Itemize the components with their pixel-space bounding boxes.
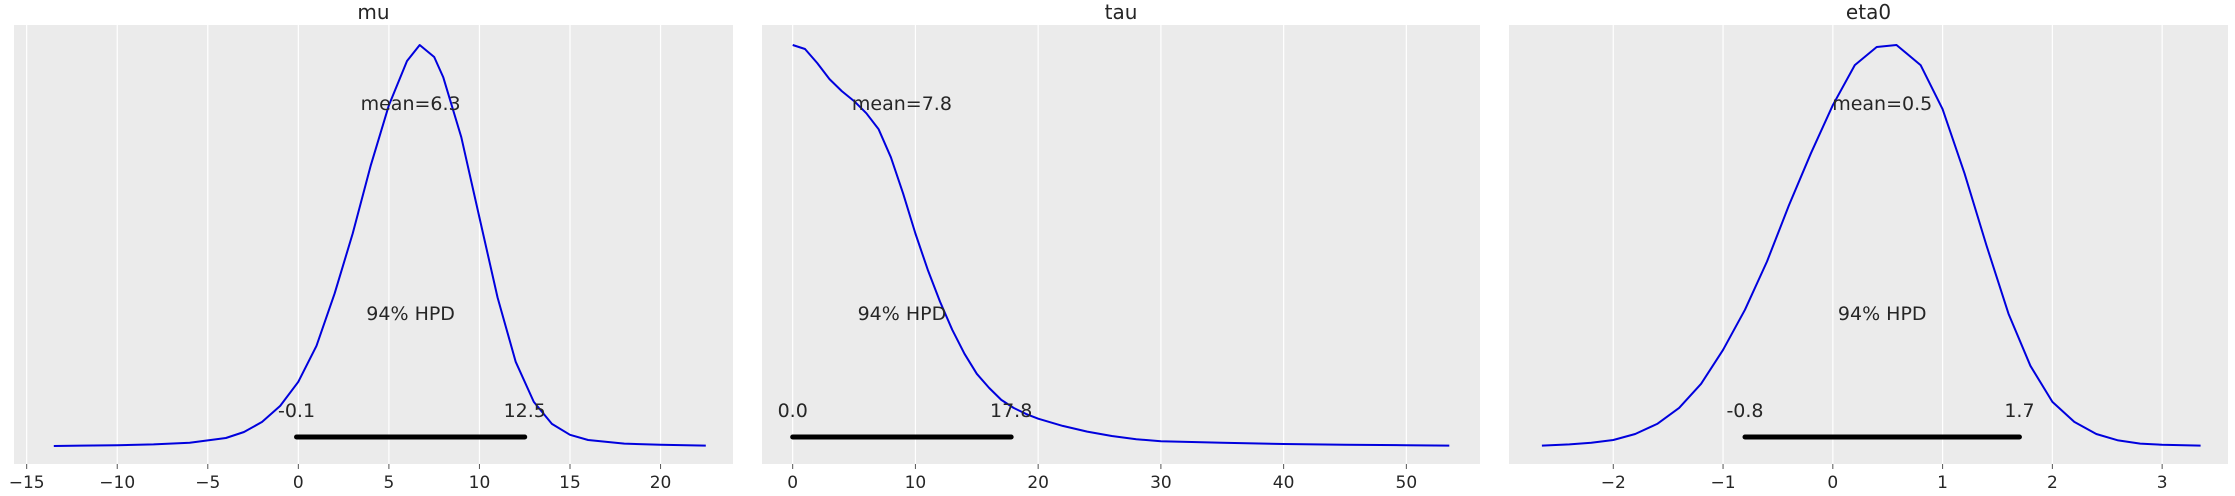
- hpd-label: 94% HPD: [366, 303, 455, 325]
- x-tick-label: 30: [1150, 473, 1172, 493]
- x-tick-label: 3: [2157, 473, 2168, 493]
- x-tick-label: 15: [559, 473, 581, 493]
- mean-label: mean=0.5: [1832, 93, 1932, 115]
- x-tick-label: 50: [1396, 473, 1418, 493]
- x-tick-label: 10: [905, 473, 927, 493]
- x-tick-label: −2: [1601, 473, 1626, 493]
- x-tick-label: 0: [293, 473, 304, 493]
- mean-label: mean=7.8: [852, 93, 952, 115]
- subplot-mu: −15 −10 −5 0 5 10 15 20 mu -0.1 12.5 94% HPD mean=6.…: [9, 0, 733, 493]
- x-tick-label: −5: [195, 473, 220, 493]
- subplot-tau: 0 10 20 30 40 50 tau 0.0 17.8 94% HPD mean=7.8: [762, 0, 1480, 493]
- density-line: [1541, 44, 2201, 447]
- x-tick-label: 1: [1937, 473, 1948, 493]
- hpd-low-label: -0.8: [1726, 400, 1763, 422]
- hpd-label: 94% HPD: [858, 303, 947, 325]
- density-line: [53, 44, 706, 447]
- plot-area-background: [762, 25, 1480, 464]
- x-tick-label: 5: [383, 473, 394, 493]
- hpd-high-label: 17.8: [990, 400, 1032, 422]
- subplot-title: eta0: [1846, 0, 1891, 24]
- subplot-eta0: −2 −1 0 1 2 3 eta0 -0.8 1.7 94% HPD mean=0.5: [1509, 0, 2228, 493]
- subplot-title: mu: [357, 0, 389, 24]
- plot-area-background: [14, 25, 733, 464]
- plot-area-background: [1509, 25, 2228, 464]
- density-line: [792, 44, 1450, 447]
- hpd-low-label: -0.1: [278, 400, 315, 422]
- x-tick-label: −15: [9, 473, 45, 493]
- mean-label: mean=6.3: [361, 93, 461, 115]
- x-tick-label: −1: [1711, 473, 1736, 493]
- x-tick-label: 2: [2047, 473, 2058, 493]
- x-tick-label: 40: [1273, 473, 1295, 493]
- hpd-high-label: 1.7: [2004, 400, 2034, 422]
- hpd-high-label: 12.5: [504, 400, 546, 422]
- hpd-low-label: 0.0: [778, 400, 808, 422]
- x-tick-label: 0: [1827, 473, 1838, 493]
- subplot-title: tau: [1105, 0, 1138, 24]
- x-tick-label: 10: [469, 473, 491, 493]
- x-tick-label: −10: [99, 473, 135, 493]
- x-tick-label: 20: [650, 473, 672, 493]
- x-tick-label: 0: [787, 473, 798, 493]
- x-tick-label: 20: [1027, 473, 1049, 493]
- hpd-label: 94% HPD: [1838, 303, 1927, 325]
